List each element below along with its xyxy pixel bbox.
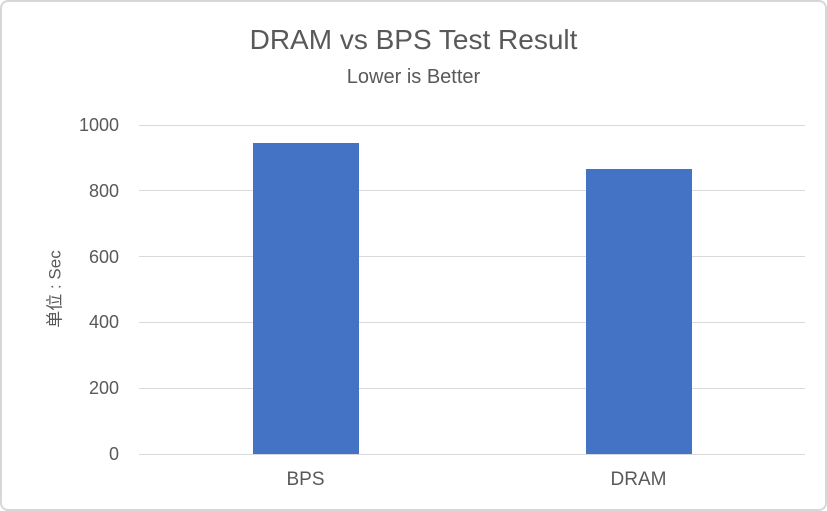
plot-area xyxy=(139,125,805,454)
y-tick-label-600: 600 xyxy=(88,246,119,267)
y-tick-label-800: 800 xyxy=(88,180,119,201)
chart-subtitle: Lower is Better xyxy=(346,66,481,88)
y-tick-label-1000: 1000 xyxy=(78,115,119,135)
gridline-600 xyxy=(139,256,805,258)
x-axis-label-bps: BPS xyxy=(286,469,325,490)
gridline-0 xyxy=(139,453,805,455)
chart-title: DRAM vs BPS Test Result xyxy=(249,24,578,55)
y-tick-label-0: 0 xyxy=(108,444,119,464)
gridline-200 xyxy=(139,387,805,389)
bar-dram xyxy=(585,169,692,454)
gridline-1000 xyxy=(139,124,805,126)
x-axis-label-dram: DRAM xyxy=(610,469,667,490)
gridline-400 xyxy=(139,321,805,323)
y-tick-label-200: 200 xyxy=(88,378,119,399)
y-tick-label-400: 400 xyxy=(88,312,119,333)
bar-bps xyxy=(252,143,359,454)
gridline-800 xyxy=(139,190,805,192)
